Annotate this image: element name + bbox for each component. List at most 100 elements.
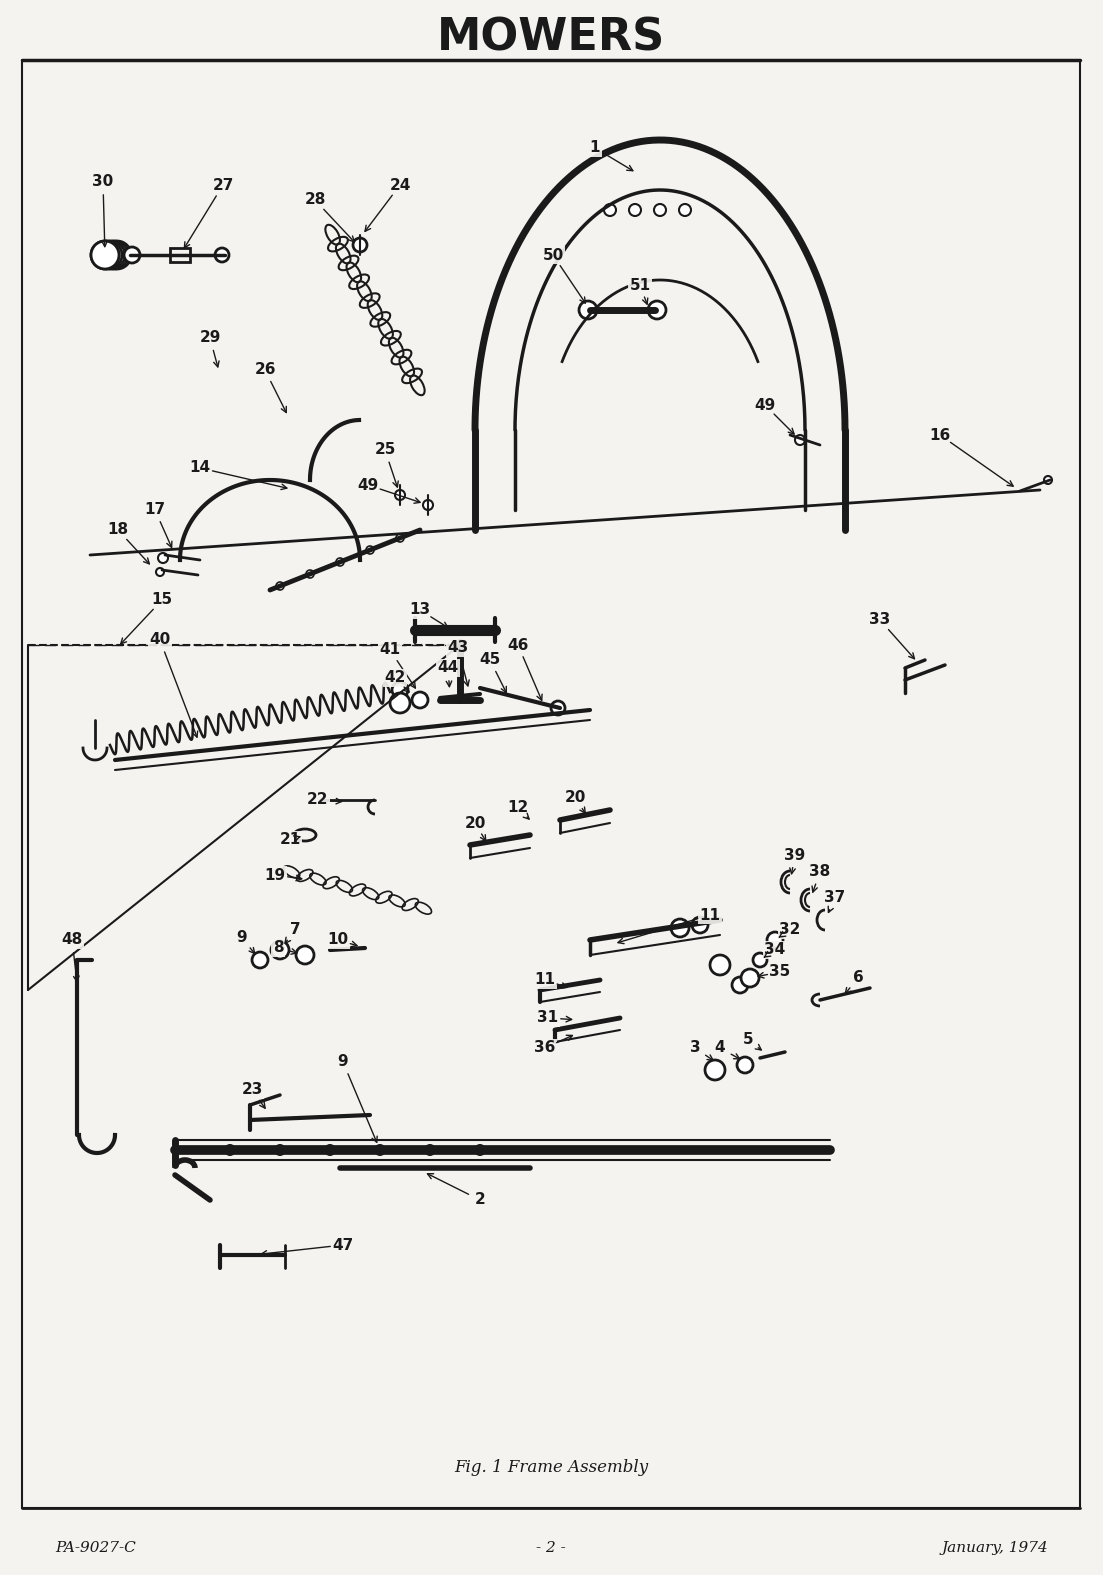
Circle shape [647, 301, 666, 320]
Circle shape [324, 1143, 336, 1156]
Bar [170, 247, 190, 261]
Text: 17: 17 [144, 502, 165, 518]
Text: PA-9027-C: PA-9027-C [55, 1540, 136, 1555]
Text: 5: 5 [742, 1033, 753, 1047]
Text: 18: 18 [107, 523, 129, 537]
Text: Fig. 1 Frame Assembly: Fig. 1 Frame Assembly [454, 1460, 649, 1476]
Circle shape [276, 583, 283, 591]
Text: 39: 39 [784, 847, 805, 863]
Text: 20: 20 [464, 816, 485, 830]
Text: 11: 11 [699, 907, 720, 923]
Circle shape [654, 205, 666, 216]
Text: January, 1974: January, 1974 [941, 1540, 1048, 1555]
Text: 40: 40 [149, 633, 171, 647]
Text: 49: 49 [754, 397, 775, 413]
Circle shape [396, 534, 404, 542]
Text: 7: 7 [290, 923, 300, 937]
Text: 27: 27 [212, 178, 234, 192]
Circle shape [692, 917, 708, 932]
Text: - 2 -: - 2 - [536, 1540, 566, 1555]
Text: 31: 31 [537, 1011, 558, 1025]
Text: 38: 38 [810, 865, 831, 879]
Circle shape [679, 205, 690, 216]
Circle shape [579, 301, 597, 320]
Circle shape [671, 918, 689, 937]
Text: 20: 20 [565, 791, 586, 805]
Circle shape [795, 435, 805, 446]
Text: 21: 21 [279, 833, 301, 847]
Text: 30: 30 [93, 175, 114, 189]
Text: 32: 32 [780, 923, 801, 937]
Circle shape [306, 570, 314, 578]
Circle shape [390, 693, 410, 713]
Text: 29: 29 [200, 331, 221, 345]
Text: 2: 2 [474, 1192, 485, 1208]
Text: 23: 23 [242, 1082, 263, 1098]
Text: 15: 15 [151, 592, 172, 608]
Text: 12: 12 [507, 800, 528, 816]
Text: 8: 8 [272, 940, 283, 956]
Circle shape [629, 205, 641, 216]
Text: 41: 41 [379, 643, 400, 657]
Circle shape [413, 691, 428, 709]
Text: 28: 28 [304, 192, 325, 208]
Text: 48: 48 [62, 932, 83, 948]
Circle shape [710, 954, 730, 975]
Circle shape [422, 499, 433, 510]
Text: 36: 36 [534, 1041, 556, 1055]
Text: 49: 49 [357, 477, 378, 493]
Circle shape [366, 547, 374, 554]
Text: 16: 16 [930, 427, 951, 443]
Text: 26: 26 [255, 362, 276, 378]
Text: 9: 9 [237, 931, 247, 945]
Text: 1: 1 [590, 140, 600, 156]
Text: 42: 42 [384, 671, 406, 685]
Text: 10: 10 [328, 932, 349, 948]
Text: 45: 45 [480, 652, 501, 668]
Text: 24: 24 [389, 178, 410, 192]
Circle shape [215, 247, 229, 261]
Circle shape [124, 247, 140, 263]
Circle shape [92, 241, 119, 269]
Text: 43: 43 [448, 641, 469, 655]
Circle shape [296, 947, 314, 964]
Text: 25: 25 [374, 443, 396, 457]
Text: 13: 13 [409, 603, 430, 617]
Circle shape [604, 205, 615, 216]
Circle shape [374, 1143, 386, 1156]
Text: 35: 35 [770, 964, 791, 980]
Circle shape [274, 1143, 286, 1156]
Text: 3: 3 [689, 1041, 700, 1055]
Circle shape [392, 682, 408, 698]
Text: 11: 11 [535, 972, 556, 988]
Circle shape [251, 951, 268, 969]
Circle shape [753, 953, 767, 967]
Circle shape [353, 238, 367, 252]
Text: 44: 44 [438, 660, 459, 676]
Text: 4: 4 [715, 1041, 726, 1055]
Text: MOWERS: MOWERS [437, 16, 665, 60]
Text: 50: 50 [543, 247, 564, 263]
Circle shape [224, 1143, 236, 1156]
Circle shape [552, 701, 565, 715]
Circle shape [705, 1060, 725, 1080]
Circle shape [741, 969, 759, 988]
Circle shape [737, 1057, 753, 1073]
Text: 34: 34 [764, 942, 785, 958]
Text: 46: 46 [507, 638, 528, 652]
Circle shape [271, 940, 289, 959]
Text: 33: 33 [869, 613, 890, 627]
Text: 37: 37 [824, 890, 846, 906]
Circle shape [1045, 476, 1052, 484]
Circle shape [158, 553, 168, 562]
Circle shape [767, 932, 783, 948]
Text: 14: 14 [190, 460, 211, 476]
Circle shape [336, 558, 344, 565]
Circle shape [732, 976, 748, 992]
Circle shape [156, 569, 164, 576]
Text: 47: 47 [332, 1238, 354, 1252]
Text: 51: 51 [630, 277, 651, 293]
Text: 9: 9 [338, 1055, 349, 1069]
Circle shape [474, 1143, 486, 1156]
Text: 19: 19 [265, 868, 286, 882]
